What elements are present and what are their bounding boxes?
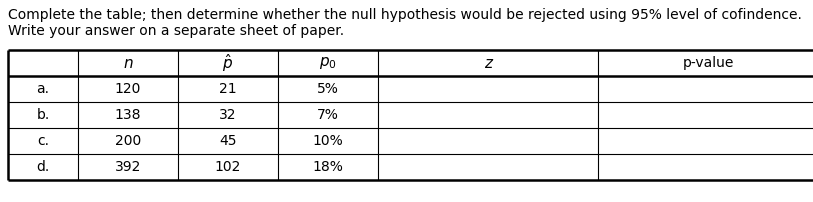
- Text: 120: 120: [115, 82, 141, 96]
- Text: b.: b.: [37, 108, 50, 122]
- Text: p-value: p-value: [682, 56, 733, 70]
- Text: a.: a.: [37, 82, 50, 96]
- Text: Complete the table; then determine whether the null hypothesis would be rejected: Complete the table; then determine wheth…: [8, 8, 802, 22]
- Text: 392: 392: [115, 160, 141, 174]
- Text: Write your answer on a separate sheet of paper.: Write your answer on a separate sheet of…: [8, 24, 344, 38]
- Text: 10%: 10%: [313, 134, 343, 148]
- Text: 18%: 18%: [312, 160, 343, 174]
- Text: c.: c.: [37, 134, 49, 148]
- Text: 200: 200: [115, 134, 141, 148]
- Text: 21: 21: [220, 82, 237, 96]
- Text: d.: d.: [37, 160, 50, 174]
- Text: 5%: 5%: [317, 82, 339, 96]
- Text: 102: 102: [215, 160, 241, 174]
- Text: 7%: 7%: [317, 108, 339, 122]
- Text: 45: 45: [220, 134, 237, 148]
- Text: $\hat{p}$: $\hat{p}$: [223, 52, 233, 74]
- Text: n: n: [124, 56, 133, 70]
- Text: $p_0$: $p_0$: [319, 55, 337, 71]
- Text: z: z: [484, 56, 492, 70]
- Text: 32: 32: [220, 108, 237, 122]
- Text: 138: 138: [115, 108, 141, 122]
